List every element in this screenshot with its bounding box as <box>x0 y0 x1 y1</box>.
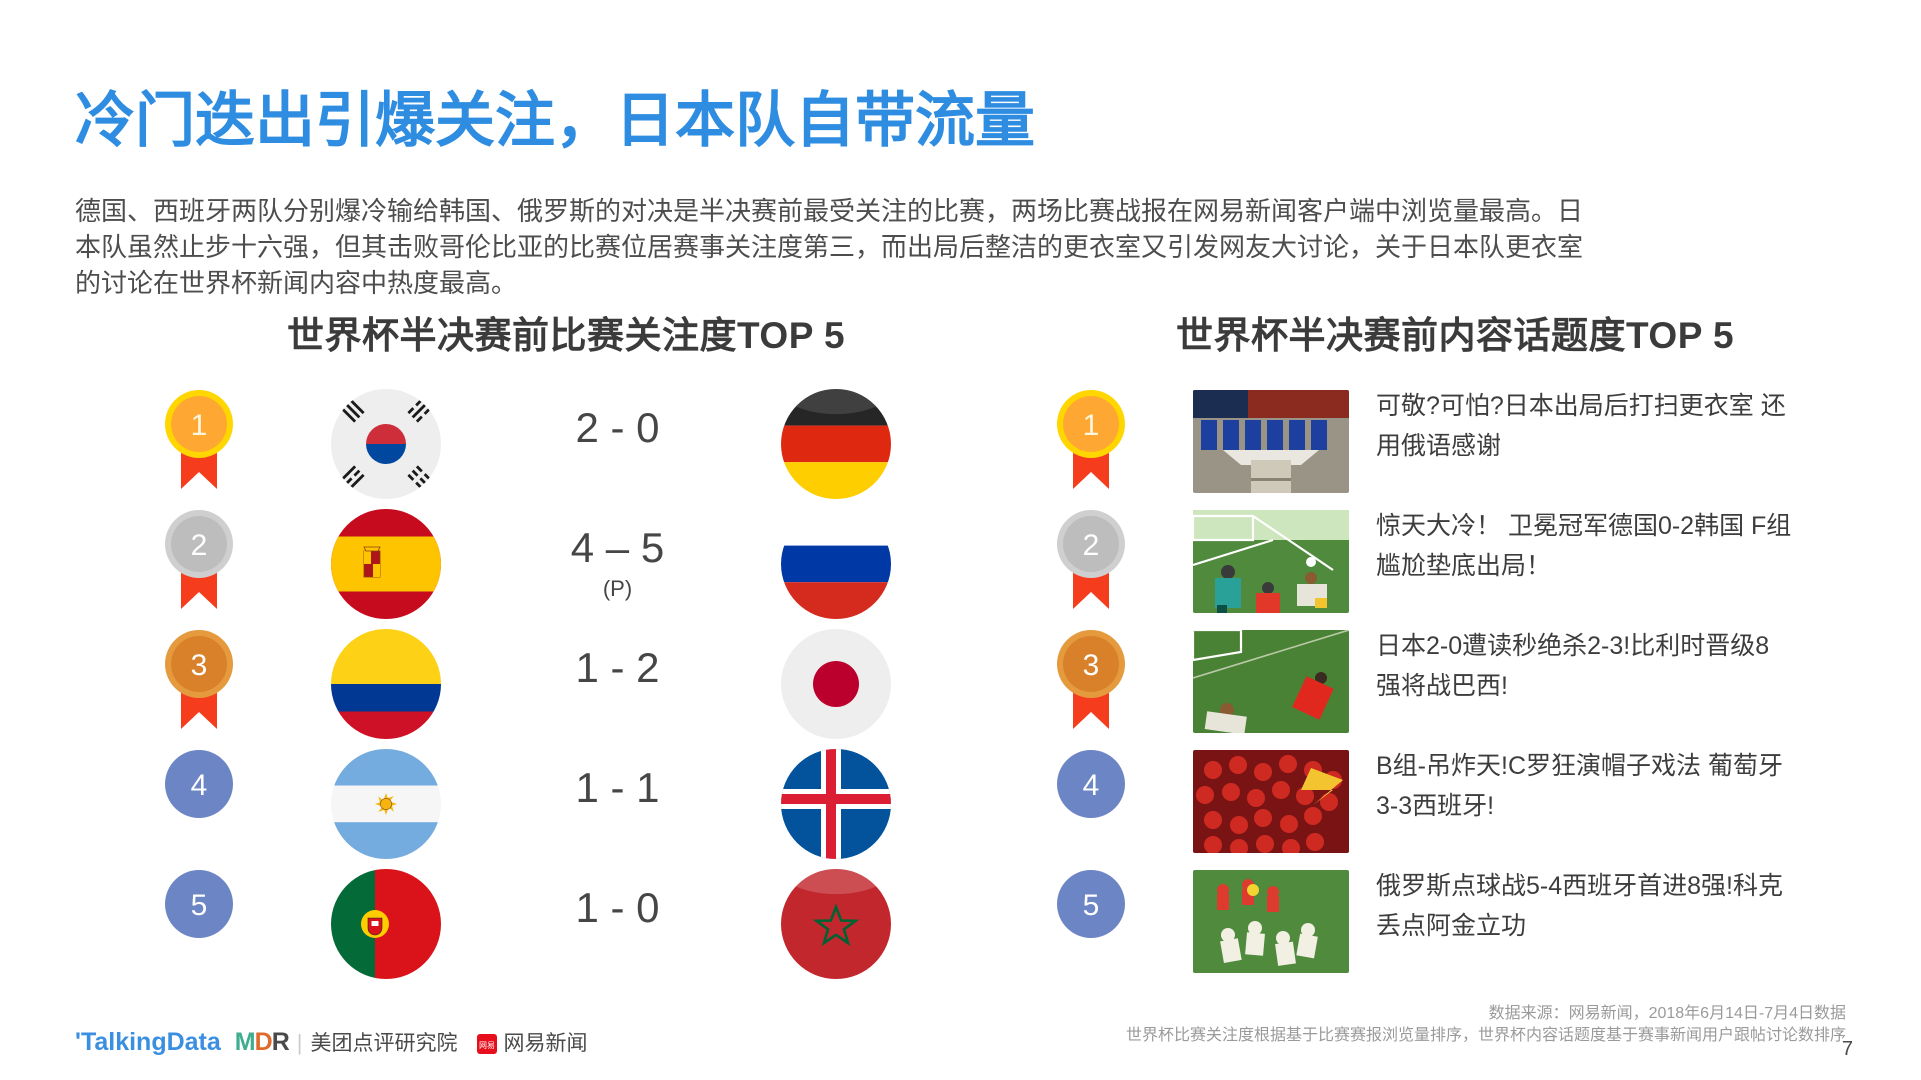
svg-text:3: 3 <box>191 649 208 682</box>
svg-text:2: 2 <box>191 529 208 562</box>
svg-text:5: 5 <box>1083 889 1100 922</box>
svg-text:4: 4 <box>191 769 208 802</box>
svg-text:4: 4 <box>1083 769 1100 802</box>
svg-text:5: 5 <box>191 889 208 922</box>
svg-text:1: 1 <box>191 409 208 442</box>
svg-text:3: 3 <box>1083 649 1100 682</box>
svg-text:1: 1 <box>1083 409 1100 442</box>
svg-text:2: 2 <box>1083 529 1100 562</box>
svg-text:网易: 网易 <box>479 1041 495 1050</box>
